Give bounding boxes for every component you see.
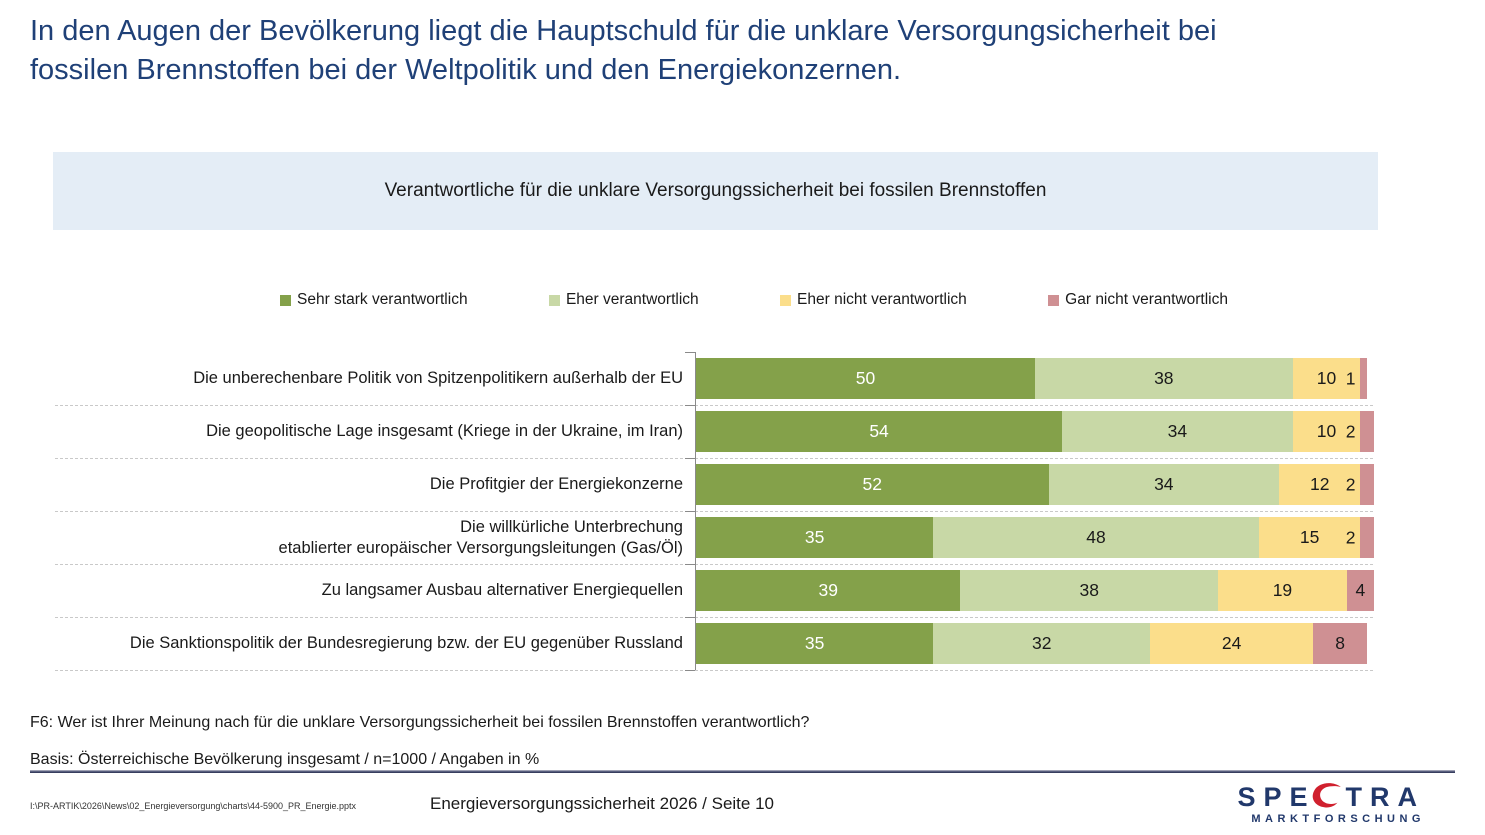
bar-value-label: 35 bbox=[804, 527, 825, 547]
category-label: Die geopolitische Lage insgesamt (Kriege… bbox=[206, 422, 683, 440]
footer-center-text: Energieversorgungssicherheit 2026 / Seit… bbox=[430, 794, 774, 813]
y-axis-tick bbox=[685, 670, 695, 671]
bar-value-label: 34 bbox=[1167, 421, 1188, 441]
bar-segment: 12 bbox=[1279, 464, 1361, 505]
legend-swatch-icon bbox=[1048, 294, 1060, 306]
bar-segment: 32 bbox=[933, 623, 1151, 664]
bar-segment: 39 bbox=[696, 570, 961, 611]
bar-value-label: 39 bbox=[818, 580, 838, 600]
chart-title-box: Verantwortliche für die unklare Versorgu… bbox=[53, 152, 1378, 230]
category-label: Die willkürliche Unterbrechung etabliert… bbox=[278, 517, 683, 557]
bar-segment: 10 bbox=[1292, 411, 1361, 452]
legend-swatch-icon bbox=[280, 294, 291, 306]
bar-value-label: 1 bbox=[1345, 368, 1356, 388]
bar-segment: 38 bbox=[1035, 358, 1293, 399]
bar-value-label: 24 bbox=[1221, 633, 1242, 653]
bar-segment: 24 bbox=[1150, 623, 1313, 664]
bar-segment: 52 bbox=[696, 464, 1049, 505]
category-label: Die Sanktionspolitik der Bundesregierung… bbox=[129, 634, 683, 652]
chart-title: Verantwortliche für die unklare Versorgu… bbox=[384, 180, 1047, 201]
chart-row: Die Sanktionspolitik der Bundesregierung… bbox=[55, 617, 1373, 670]
bar-value-label: 19 bbox=[1272, 580, 1293, 600]
legend-label: Gar nicht verantwortlich bbox=[1065, 291, 1228, 308]
bar-segment: 8 bbox=[1312, 623, 1368, 664]
legend-swatch-icon bbox=[780, 294, 792, 306]
bar-segment: 35 bbox=[696, 623, 934, 664]
bar-segment: 34 bbox=[1062, 411, 1293, 452]
category-label: Die Profitgier der Energiekonzerne bbox=[429, 475, 683, 493]
bar-value-label: 35 bbox=[804, 633, 825, 653]
stacked-bar: 54 34 10 2 bbox=[696, 411, 1374, 452]
bar-segment: 38 bbox=[960, 570, 1219, 611]
bar-value-label: 10 bbox=[1316, 368, 1337, 388]
footnote-basis: Basis: Österreichische Bevölkerung insge… bbox=[30, 751, 540, 768]
chart-row: Zu langsamer Ausbau alternativer Energie… bbox=[55, 564, 1374, 617]
chart-rows: Die unberechenbare Politik von Spitzenpo… bbox=[55, 352, 1374, 670]
logo-wordmark: SPE TRA bbox=[1237, 782, 1425, 812]
chart-row: Die geopolitische Lage insgesamt (Kriege… bbox=[55, 405, 1374, 458]
bar-segment: 48 bbox=[933, 517, 1259, 558]
bar-value-label: 32 bbox=[1032, 633, 1052, 653]
bar-value-label: 10 bbox=[1316, 421, 1337, 441]
bar-value-label: 52 bbox=[862, 474, 882, 494]
spectra-logo: SPE TRA MARKTFORSCHUNG bbox=[1237, 782, 1425, 825]
bar-segment: 10 bbox=[1292, 358, 1361, 399]
row-separator-line bbox=[55, 670, 1373, 671]
chart-row: Die Profitgier der Energiekonzerne 52 34 12… bbox=[55, 458, 1374, 511]
chart-legend: Sehr stark verantwortlich Eher verantwort… bbox=[280, 291, 1228, 309]
legend-label: Eher nicht verantwortlich bbox=[797, 291, 967, 308]
bar-value-label: 12 bbox=[1310, 474, 1330, 494]
bar-value-label: 2 bbox=[1345, 527, 1356, 547]
category-label: Zu langsamer Ausbau alternativer Energie… bbox=[321, 581, 683, 599]
legend-item-0: Sehr stark verantwortlich bbox=[280, 291, 468, 309]
bar-value-label: 54 bbox=[869, 421, 889, 441]
bar-value-label: 34 bbox=[1154, 474, 1174, 494]
bar-segment: 54 bbox=[696, 411, 1063, 452]
stacked-bar: 50 38 10 1 bbox=[696, 358, 1374, 399]
category-label: Die unberechenbare Politik von Spitzenpo… bbox=[193, 369, 683, 387]
legend-item-2: Eher nicht verantwortlich bbox=[780, 291, 967, 309]
bar-segment: 2 bbox=[1346, 517, 1374, 558]
stacked-bar: 52 34 12 2 bbox=[696, 464, 1374, 505]
bar-segment: 4 bbox=[1346, 570, 1374, 611]
bar-segment: 2 bbox=[1346, 464, 1374, 505]
stacked-bar: 39 38 19 4 bbox=[696, 570, 1374, 611]
bar-value-label: 38 bbox=[1154, 368, 1174, 388]
stacked-bar: 35 32 24 8 bbox=[696, 623, 1374, 664]
bar-segment: 15 bbox=[1258, 517, 1361, 558]
bar-segment: 2 bbox=[1346, 411, 1374, 452]
legend-label: Eher verantwortlich bbox=[565, 291, 699, 308]
bar-value-label: 2 bbox=[1345, 474, 1356, 494]
legend-label: Sehr stark verantwortlich bbox=[297, 291, 468, 308]
bar-value-label: 4 bbox=[1355, 580, 1366, 600]
stacked-bar-chart: Die unberechenbare Politik von Spitzenpo… bbox=[55, 352, 1374, 671]
bar-value-label: 15 bbox=[1299, 527, 1320, 547]
logo-swoosh-icon bbox=[1312, 783, 1341, 808]
bar-segment: 50 bbox=[696, 358, 1035, 399]
bar-value-label: 38 bbox=[1079, 580, 1099, 600]
logo-subtitle: MARKTFORSCHUNG bbox=[1251, 813, 1425, 825]
footer-divider bbox=[30, 770, 1455, 773]
bar-segment: 34 bbox=[1048, 464, 1280, 505]
logo-text-right: TRA bbox=[1345, 782, 1425, 812]
bar-value-label: 50 bbox=[855, 368, 876, 388]
stacked-bar: 35 48 15 2 bbox=[696, 517, 1374, 558]
footnote-question: F6: Wer ist Ihrer Meinung nach für die u… bbox=[30, 714, 810, 731]
bar-value-label: 48 bbox=[1086, 527, 1106, 547]
chart-row: Die willkürliche Unterbrechung etabliert… bbox=[55, 511, 1374, 564]
legend-swatch-icon bbox=[548, 294, 560, 306]
footer-file-path: I:\PR-ARTIK\2026\News\02_Energieversorgu… bbox=[30, 801, 357, 811]
legend-item-1: Eher verantwortlich bbox=[548, 291, 699, 309]
bar-segment: 35 bbox=[696, 517, 934, 558]
bar-segment: 19 bbox=[1218, 570, 1347, 611]
logo-text-left: SPE bbox=[1237, 782, 1316, 812]
chart-row: Die unberechenbare Politik von Spitzenpo… bbox=[55, 352, 1373, 405]
bar-value-label: 8 bbox=[1335, 633, 1345, 653]
legend-item-3: Gar nicht verantwortlich bbox=[1048, 291, 1228, 309]
bar-segment: 1 bbox=[1346, 358, 1368, 399]
bar-value-label: 2 bbox=[1345, 421, 1356, 441]
page-title: In den Augen der Bevölkerung liegt die H… bbox=[30, 15, 1217, 86]
